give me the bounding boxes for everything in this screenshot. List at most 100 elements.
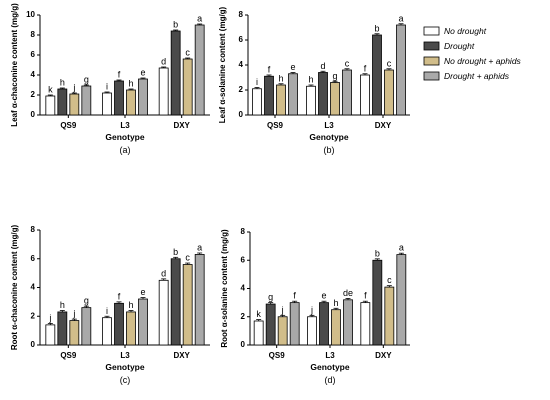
significance-label: f [118, 291, 121, 301]
category-label: QS9 [60, 121, 77, 130]
significance-label: e [321, 291, 326, 301]
bar [81, 307, 92, 346]
significance-label: c [185, 48, 190, 58]
bar [264, 75, 274, 116]
category-label: DXY [173, 121, 190, 130]
bar [360, 302, 371, 346]
bar [45, 324, 56, 346]
y-tick-label: 0 [239, 110, 244, 119]
panel-label: (b) [324, 145, 335, 155]
bar [372, 34, 382, 116]
significance-label: c [387, 58, 392, 68]
significance-label: j [281, 305, 284, 315]
bar [194, 24, 205, 116]
category-label: L3 [324, 121, 334, 130]
significance-label: h [60, 78, 65, 88]
x-axis-label: Genotype [309, 132, 348, 142]
significance-label: b [173, 247, 178, 257]
significance-label: h [308, 75, 313, 85]
y-tick-label: 4 [31, 283, 36, 292]
bar [126, 89, 136, 116]
significance-label: h [60, 300, 65, 310]
significance-label: g [84, 296, 89, 306]
bar [253, 320, 264, 346]
panel-label: (a) [120, 145, 131, 155]
bar [102, 92, 112, 116]
significance-label: j [72, 309, 75, 319]
legend-label: Drought [444, 41, 475, 51]
bar [158, 279, 169, 346]
bar [138, 78, 148, 116]
significance-label: a [197, 14, 202, 24]
legend-label: No drought [444, 26, 487, 36]
significance-label: de [343, 288, 353, 298]
significance-label: a [197, 243, 202, 253]
significance-label: i [106, 82, 108, 92]
significance-label: h [128, 300, 133, 310]
bar [319, 302, 329, 346]
y-axis-label: Leaf α-solanine content (mg/g) [218, 6, 227, 123]
y-tick-label: 6 [31, 254, 36, 263]
y-axis-label: Root α-solanine content (mg/g) [220, 229, 229, 348]
x-axis-label: Genotype [310, 362, 349, 372]
significance-label: i [106, 306, 108, 316]
y-tick-label: 8 [31, 30, 36, 39]
x-axis-label: Genotype [105, 132, 144, 142]
legend-item: No drought + aphids [423, 56, 522, 66]
significance-label: b [173, 20, 178, 30]
bar [158, 67, 169, 116]
y-tick-label: 10 [26, 10, 35, 19]
significance-label: g [332, 71, 337, 81]
bar [331, 309, 341, 346]
significance-label: b [375, 248, 380, 258]
significance-label: f [364, 291, 367, 301]
bar [102, 317, 112, 346]
chart-panel: 02468QS9ifheL3hdgcDXYfbcaGenotype(b)Leaf… [218, 6, 410, 155]
panel-label: (d) [325, 375, 336, 385]
significance-label: f [364, 63, 367, 73]
bar [384, 69, 394, 116]
legend: No drought Drought No drought + aphids Drou… [423, 26, 522, 81]
significance-label: d [320, 61, 325, 71]
bar [384, 286, 395, 346]
bar [306, 85, 316, 116]
bar [289, 302, 300, 346]
significance-label: j [48, 313, 51, 323]
y-tick-label: 8 [239, 10, 244, 19]
category-label: QS9 [269, 351, 286, 360]
significance-label: c [185, 253, 190, 263]
bar [330, 82, 340, 116]
y-axis-label: Root α-chaconine content (mg/g) [10, 224, 19, 350]
legend-item: Drought [423, 41, 475, 51]
significance-label: d [161, 268, 166, 278]
legend-item: No drought [423, 26, 487, 36]
bar [252, 88, 262, 116]
y-tick-label: 8 [241, 227, 246, 236]
bar [45, 95, 56, 116]
legend-swatch [423, 56, 440, 66]
y-tick-label: 4 [31, 70, 36, 79]
category-label: QS9 [60, 351, 77, 360]
significance-label: f [268, 65, 271, 75]
significance-label: i [256, 77, 258, 87]
bar [81, 85, 92, 116]
bar [288, 73, 298, 116]
y-tick-label: 2 [239, 85, 244, 94]
bar [69, 93, 80, 116]
y-tick-label: 2 [241, 312, 246, 321]
significance-label: a [398, 13, 403, 23]
y-tick-label: 6 [239, 35, 244, 44]
y-tick-label: 4 [239, 60, 244, 69]
legend-item: Drought + aphids [423, 71, 510, 81]
panel-label: (c) [120, 375, 131, 385]
y-tick-label: 4 [241, 284, 246, 293]
significance-label: h [333, 298, 338, 308]
bar [69, 320, 80, 346]
significance-label: h [128, 79, 133, 89]
significance-label: g [268, 292, 273, 302]
bar [276, 84, 286, 116]
significance-label: k [256, 309, 261, 319]
